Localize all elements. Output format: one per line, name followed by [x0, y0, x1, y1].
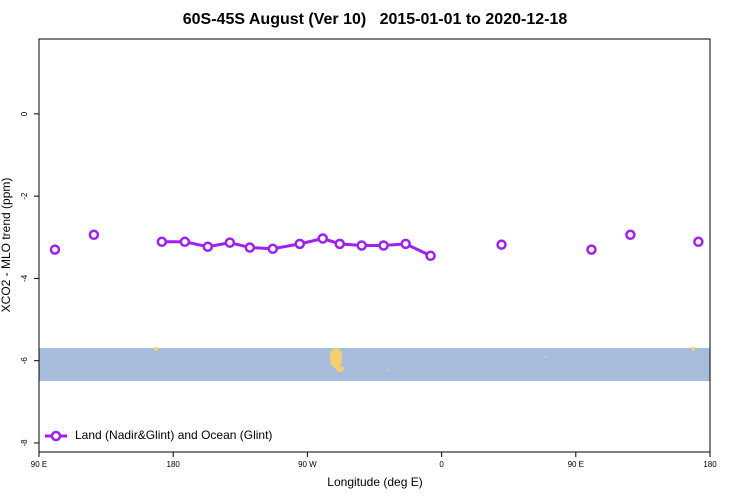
- ocean-band: [39, 348, 710, 381]
- legend-marker: [50, 430, 62, 442]
- data-point: [400, 238, 411, 250]
- data-point: [224, 237, 236, 248]
- data-point: [625, 229, 636, 241]
- y-tick-label: -4: [20, 274, 29, 282]
- x-tick-label: 180: [167, 460, 181, 469]
- data-point: [378, 240, 389, 251]
- data-point: [88, 229, 100, 241]
- data-point: [586, 244, 597, 255]
- x-tick-label: 90 W: [298, 460, 317, 469]
- data-point: [267, 243, 279, 255]
- x-tick-label: 90 E: [568, 460, 584, 469]
- data-point: [693, 236, 704, 248]
- data-point: [156, 236, 168, 248]
- x-axis-label: Longitude (deg E): [327, 475, 422, 489]
- data-point: [334, 238, 346, 250]
- x-tick-label: 0: [439, 460, 444, 469]
- data-point: [317, 233, 329, 244]
- land: [154, 347, 695, 372]
- y-tick-label: -2: [20, 192, 29, 200]
- data-point: [496, 239, 507, 250]
- y-tick-label: 0: [20, 111, 29, 116]
- y-tick-label: -6: [20, 357, 29, 365]
- data-point: [425, 250, 436, 262]
- chart-title: 60S-45S August (Ver 10) 2015-01-01 to 20…: [183, 11, 568, 28]
- data-point: [294, 238, 306, 250]
- plot-frame: [38, 38, 711, 453]
- data-point: [356, 240, 367, 251]
- x-tick-label: 90 E: [31, 460, 47, 469]
- data-point: [179, 236, 191, 248]
- data-point: [49, 244, 61, 255]
- data-point: [244, 242, 256, 253]
- y-tick-label: -8: [20, 439, 29, 447]
- legend-label: Land (Nadir&Glint) and Ocean (Glint): [75, 428, 272, 442]
- data-point: [202, 241, 214, 252]
- y-axis-label: XCO2 - MLO trend (ppm): [0, 178, 13, 313]
- x-tick-label: 180: [703, 460, 717, 469]
